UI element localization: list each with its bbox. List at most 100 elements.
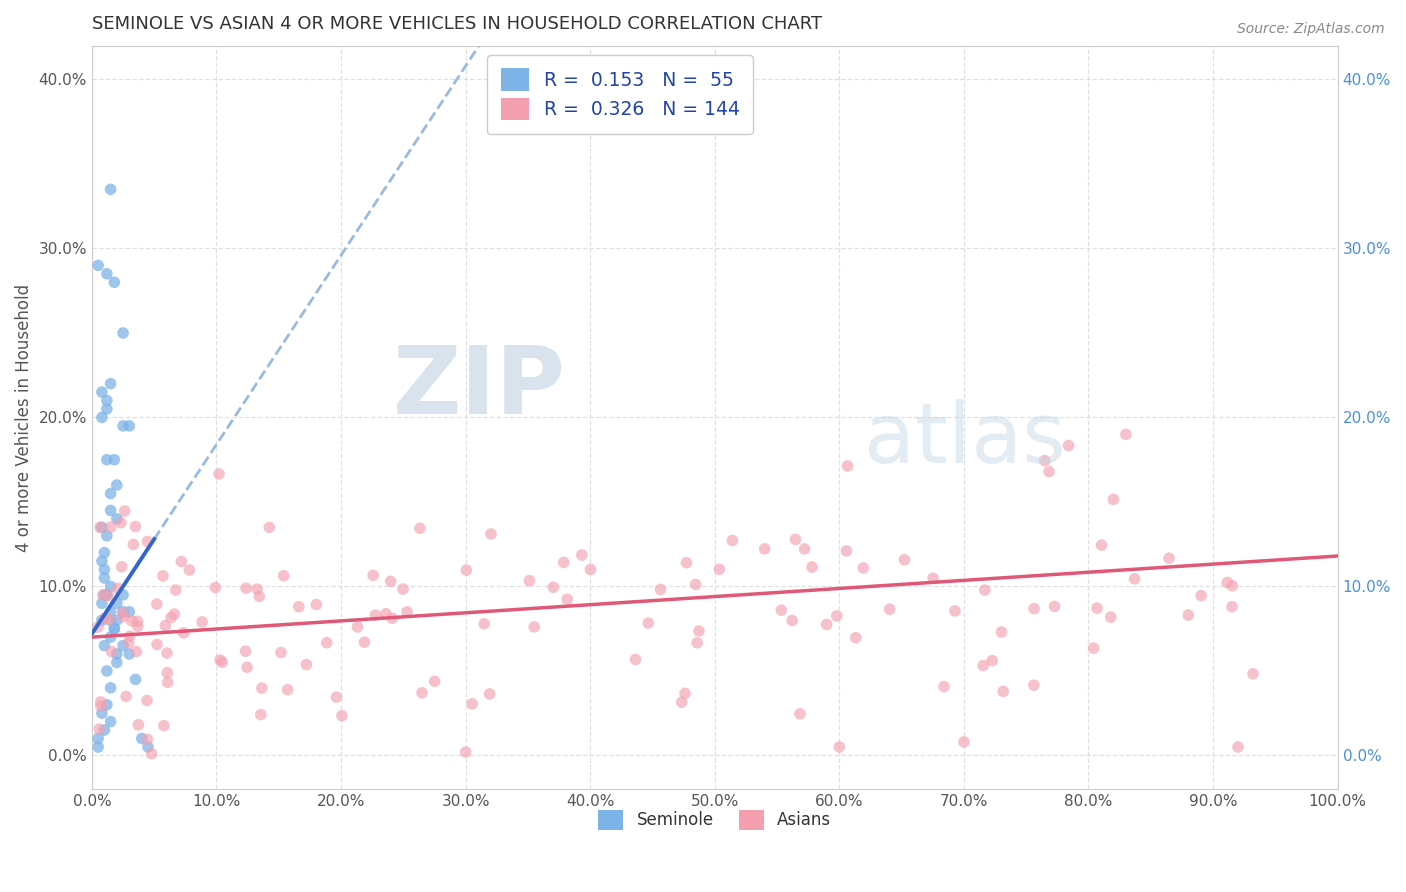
- Point: [1043, 599, 1066, 614]
- Text: Source: ZipAtlas.com: Source: ZipAtlas.com: [1237, 22, 1385, 37]
- Point: [624, 652, 647, 666]
- Point: [1038, 465, 1060, 479]
- Text: atlas: atlas: [865, 400, 1066, 480]
- Point: [325, 690, 347, 704]
- Point: [295, 657, 318, 672]
- Point: [91, 588, 114, 602]
- Point: [93, 723, 115, 737]
- Point: [90, 613, 112, 627]
- Point: [235, 581, 257, 595]
- Point: [793, 541, 815, 556]
- Point: [156, 665, 179, 680]
- Point: [136, 739, 159, 754]
- Point: [249, 707, 271, 722]
- Point: [124, 519, 146, 533]
- Point: [100, 376, 122, 391]
- Point: [87, 620, 110, 634]
- Point: [1220, 579, 1243, 593]
- Point: [686, 636, 709, 650]
- Point: [136, 534, 159, 549]
- Point: [90, 520, 112, 534]
- Point: [111, 606, 134, 620]
- Point: [156, 646, 179, 660]
- Point: [93, 562, 115, 576]
- Point: [105, 656, 128, 670]
- Point: [131, 731, 153, 746]
- Point: [93, 588, 115, 602]
- Point: [973, 583, 995, 598]
- Point: [96, 452, 118, 467]
- Point: [179, 563, 201, 577]
- Point: [118, 418, 141, 433]
- Point: [90, 554, 112, 568]
- Point: [90, 699, 112, 714]
- Point: [247, 590, 270, 604]
- Point: [553, 556, 575, 570]
- Point: [121, 614, 143, 628]
- Point: [136, 693, 159, 707]
- Point: [785, 533, 807, 547]
- Point: [90, 410, 112, 425]
- Point: [330, 708, 353, 723]
- Point: [837, 458, 859, 473]
- Point: [87, 731, 110, 746]
- Point: [100, 182, 122, 196]
- Point: [236, 660, 259, 674]
- Point: [100, 681, 122, 695]
- Point: [472, 616, 495, 631]
- Point: [1090, 538, 1112, 552]
- Point: [125, 645, 148, 659]
- Text: ZIP: ZIP: [392, 342, 565, 434]
- Point: [127, 718, 149, 732]
- Point: [155, 618, 177, 632]
- Point: [96, 402, 118, 417]
- Text: SEMINOLE VS ASIAN 4 OR MORE VEHICLES IN HOUSEHOLD CORRELATION CHART: SEMINOLE VS ASIAN 4 OR MORE VEHICLES IN …: [91, 15, 823, 33]
- Point: [721, 533, 744, 548]
- Point: [115, 690, 138, 704]
- Point: [801, 560, 824, 574]
- Point: [943, 604, 966, 618]
- Point: [103, 275, 125, 289]
- Point: [893, 553, 915, 567]
- Point: [374, 607, 396, 621]
- Point: [127, 619, 149, 633]
- Point: [852, 561, 875, 575]
- Point: [87, 739, 110, 754]
- Point: [259, 520, 281, 534]
- Point: [100, 644, 122, 658]
- Point: [112, 326, 135, 340]
- Point: [204, 581, 226, 595]
- Point: [105, 512, 128, 526]
- Point: [380, 574, 402, 589]
- Point: [118, 647, 141, 661]
- Point: [160, 610, 183, 624]
- Point: [315, 636, 337, 650]
- Point: [152, 569, 174, 583]
- Point: [118, 636, 141, 650]
- Point: [1226, 739, 1249, 754]
- Point: [1241, 666, 1264, 681]
- Point: [685, 577, 707, 591]
- Point: [96, 698, 118, 712]
- Point: [825, 608, 848, 623]
- Point: [93, 546, 115, 560]
- Point: [396, 605, 419, 619]
- Point: [922, 571, 945, 585]
- Point: [112, 639, 135, 653]
- Point: [709, 562, 731, 576]
- Point: [97, 589, 120, 603]
- Point: [96, 664, 118, 678]
- Point: [100, 520, 122, 534]
- Point: [671, 695, 693, 709]
- Point: [163, 607, 186, 621]
- Point: [815, 617, 838, 632]
- Point: [1220, 599, 1243, 614]
- Point: [112, 418, 135, 433]
- Point: [156, 675, 179, 690]
- Point: [235, 644, 257, 658]
- Point: [637, 616, 659, 631]
- Point: [461, 697, 484, 711]
- Point: [110, 516, 132, 530]
- Point: [103, 622, 125, 636]
- Point: [118, 605, 141, 619]
